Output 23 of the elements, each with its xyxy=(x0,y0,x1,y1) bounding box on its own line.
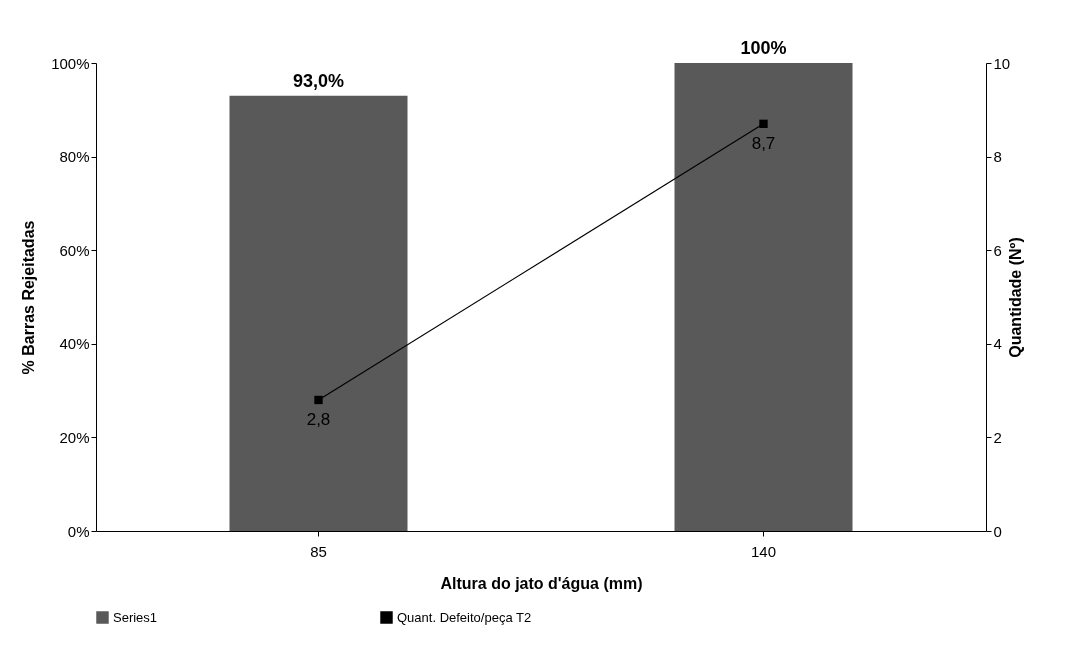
x-tick-label: 140 xyxy=(750,542,777,560)
y-tick-label: 0% xyxy=(67,522,90,540)
y2-tick-label: 0 xyxy=(993,522,1002,540)
data-label: 100% xyxy=(740,38,787,58)
data-label: 93,0% xyxy=(292,70,345,91)
y2-axis-title: Quantidade (Nº) xyxy=(1007,237,1025,358)
y2-tick-label: 2 xyxy=(993,428,1002,446)
data-label: 2,8 xyxy=(306,409,331,429)
y-tick-label: 40% xyxy=(59,335,90,353)
y-tick-label: 20% xyxy=(59,428,90,446)
y-tick-label: 100% xyxy=(51,54,90,72)
legend-label: Series1 xyxy=(113,609,158,625)
y-axis-title: % Barras Rejeitadas xyxy=(20,220,38,375)
data-label: 8,7 xyxy=(751,133,776,153)
y-tick-label: 80% xyxy=(59,148,90,166)
y2-tick-label: 4 xyxy=(993,335,1002,353)
legend-label: Quant. Defeito/peça T2 xyxy=(397,609,532,625)
x-axis-title: Altura do jato d'água (mm) xyxy=(440,574,643,592)
y2-tick-label: 6 xyxy=(993,241,1002,259)
x-tick-label: 85 xyxy=(310,542,327,560)
y2-tick-label: 8 xyxy=(993,148,1002,166)
y2-tick-label: 10 xyxy=(993,54,1011,72)
y-tick-label: 60% xyxy=(59,241,90,259)
